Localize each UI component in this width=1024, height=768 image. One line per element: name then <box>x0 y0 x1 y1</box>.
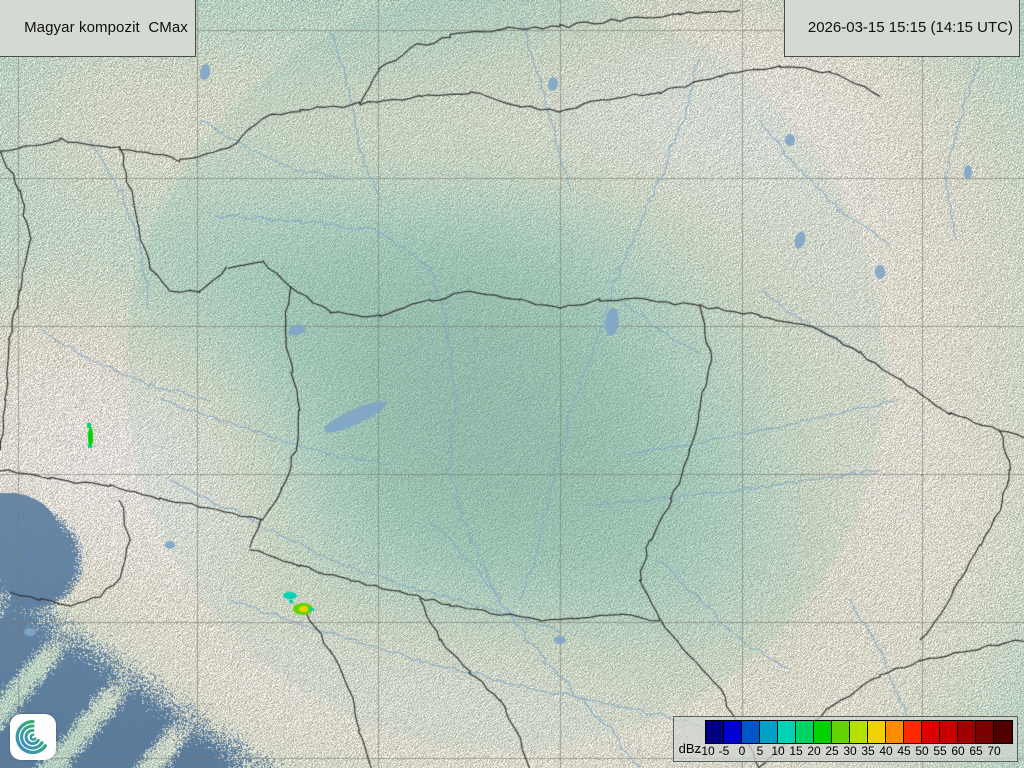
legend-tick: -10 <box>697 744 715 758</box>
legend-swatch <box>868 721 886 743</box>
legend-tick: 15 <box>789 744 803 758</box>
legend-swatch <box>886 721 904 743</box>
legend-tick: 25 <box>825 744 839 758</box>
legend-swatch <box>850 721 868 743</box>
legend-swatch <box>994 721 1012 743</box>
legend-tick: 30 <box>843 744 857 758</box>
legend-swatch <box>814 721 832 743</box>
legend-tick: 60 <box>951 744 965 758</box>
legend-swatch <box>940 721 958 743</box>
legend-tick: 0 <box>738 744 746 758</box>
legend-unit-label: dBz <box>678 741 701 756</box>
timestamp-label: 2026-03-15 15:15 (14:15 UTC) <box>807 19 1013 36</box>
legend-swatch <box>706 721 724 743</box>
legend-tick: 55 <box>933 744 947 758</box>
legend-swatch <box>778 721 796 743</box>
legend-tick: 45 <box>897 744 911 758</box>
legend-tick: 10 <box>771 744 785 758</box>
legend-row: dBz -10 -5 0 5 10 15 20 25 30 35 40 45 50 55 60 65 70 <box>677 720 1013 759</box>
legend-tick: 35 <box>861 744 875 758</box>
legend-swatch <box>976 721 994 743</box>
legend-swatch <box>832 721 850 743</box>
weather-service-logo[interactable] <box>10 714 56 760</box>
legend-tick: 70 <box>987 744 1001 758</box>
legend-tick: 20 <box>807 744 821 758</box>
legend-tick: 40 <box>879 744 893 758</box>
swirl-icon <box>15 719 47 755</box>
legend-color-bar <box>705 720 1013 744</box>
legend-tick: 5 <box>756 744 764 758</box>
dbz-legend: dBz -10 -5 0 5 10 15 20 25 30 35 40 45 50 55 60 65 70 <box>672 716 1018 762</box>
legend-tick: 50 <box>915 744 929 758</box>
legend-swatch <box>724 721 742 743</box>
legend-scale: -10 -5 0 5 10 15 20 25 30 35 40 45 50 55 60 65 70 <box>697 720 1013 759</box>
product-title-label: Magyar kompozit CMax <box>24 19 188 36</box>
legend-swatch <box>742 721 760 743</box>
legend-swatch <box>904 721 922 743</box>
product-title-box: Magyar kompozit CMax <box>0 0 196 57</box>
legend-tick: -5 <box>718 744 730 758</box>
legend-tick: 65 <box>969 744 983 758</box>
legend-swatch <box>958 721 976 743</box>
legend-swatch <box>922 721 940 743</box>
legend-swatch <box>796 721 814 743</box>
legend-tick-labels: -10 -5 0 5 10 15 20 25 30 35 40 45 50 55 60 65 70 <box>697 744 1013 759</box>
timestamp-box: 2026-03-15 15:15 (14:15 UTC) <box>784 0 1020 57</box>
legend-swatch <box>760 721 778 743</box>
